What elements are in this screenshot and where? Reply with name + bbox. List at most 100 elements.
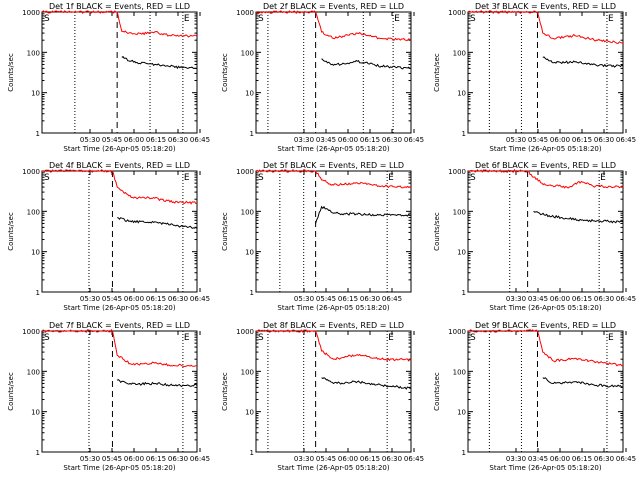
end-annotation: E xyxy=(608,333,614,343)
events-series-line xyxy=(315,205,411,224)
y-tick-label: 100 xyxy=(453,208,466,216)
x-tick-label: 06:45 xyxy=(616,136,636,144)
x-tick-label: 05:45 xyxy=(316,295,336,303)
y-tick-label: 100 xyxy=(27,208,40,216)
y-tick-label: 1 xyxy=(462,289,466,297)
y-tick-label: 1000 xyxy=(236,9,254,17)
chart-title: Det 3f BLACK = Events, RED = LLD xyxy=(475,2,616,11)
x-tick-label: 03:45 xyxy=(528,295,548,303)
x-tick-label: 06:45 xyxy=(404,455,424,463)
x-tick-label: 05:45 xyxy=(102,455,122,463)
y-tick-label: 100 xyxy=(453,49,466,57)
x-tick-label: 06:15 xyxy=(572,455,592,463)
y-tick-label: 100 xyxy=(241,208,254,216)
y-tick-label: 1000 xyxy=(236,328,254,336)
start-annotation: S xyxy=(470,14,476,24)
y-tick-label: 10 xyxy=(31,249,40,257)
y-axis-label: Counts/sec xyxy=(221,212,229,251)
chart-title: Det 5f BLACK = Events, RED = LLD xyxy=(263,161,404,170)
chart-title: Det 2f BLACK = Events, RED = LLD xyxy=(263,2,404,11)
y-axis-label: Counts/sec xyxy=(7,53,15,92)
end-annotation: E xyxy=(388,173,394,183)
events-series-line xyxy=(533,210,624,224)
lld-series-line xyxy=(467,168,624,189)
chart-title: Det 6f BLACK = Events, RED = LLD xyxy=(475,161,616,170)
y-axis-label: Counts/sec xyxy=(7,372,15,411)
y-tick-label: 100 xyxy=(241,49,254,57)
plot-frame xyxy=(467,170,624,293)
x-tick-label: 06:00 xyxy=(338,136,358,144)
x-tick-label: 05:45 xyxy=(316,455,336,463)
y-tick-label: 1 xyxy=(250,130,254,138)
end-annotation: E xyxy=(184,333,190,343)
y-tick-label: 1 xyxy=(462,449,466,457)
plot-frame xyxy=(41,11,198,134)
end-annotation: E xyxy=(184,14,190,24)
x-tick-label: 06:00 xyxy=(124,136,144,144)
x-axis-label: Start Time (26-Apr-05 05:18:20) xyxy=(277,145,389,153)
start-annotation: S xyxy=(470,173,476,183)
y-tick-label: 1 xyxy=(462,130,466,138)
x-tick-label: 06:00 xyxy=(124,295,144,303)
y-tick-label: 1 xyxy=(250,449,254,457)
y-tick-label: 1000 xyxy=(236,168,254,176)
y-tick-label: 1 xyxy=(36,289,40,297)
x-tick-label: 06:00 xyxy=(338,455,358,463)
x-tick-label: 03:30 xyxy=(506,455,526,463)
start-annotation: S xyxy=(470,333,476,343)
y-tick-label: 100 xyxy=(27,49,40,57)
x-axis-label: Start Time (26-Apr-05 05:18:20) xyxy=(489,145,601,153)
x-tick-label: 06:00 xyxy=(550,455,570,463)
x-tick-label: 03:30 xyxy=(294,136,314,144)
y-tick-label: 1 xyxy=(36,449,40,457)
x-tick-label: 06:45 xyxy=(190,455,210,463)
x-tick-label: 06:15 xyxy=(146,136,166,144)
x-tick-label: 05:30 xyxy=(80,136,100,144)
lld-series-line xyxy=(41,328,198,368)
lld-series-line xyxy=(467,329,624,367)
x-tick-label: 06:45 xyxy=(190,136,210,144)
y-axis-label: Counts/sec xyxy=(7,212,15,251)
chart-title: Det 7f BLACK = Events, RED = LLD xyxy=(49,321,190,330)
y-tick-label: 10 xyxy=(245,90,254,98)
y-tick-label: 10 xyxy=(245,409,254,417)
x-axis-label: Start Time (26-Apr-05 05:18:20) xyxy=(63,145,175,153)
x-axis-label: Start Time (26-Apr-05 05:18:20) xyxy=(489,304,601,312)
x-tick-label: 06:30 xyxy=(382,455,402,463)
x-tick-label: 06:00 xyxy=(550,136,570,144)
y-tick-label: 10 xyxy=(457,409,466,417)
y-tick-label: 1 xyxy=(36,130,40,138)
chart-panel: Det 9f BLACK = Events, RED = LLD 1 10 100 10… xyxy=(433,321,636,472)
end-annotation: E xyxy=(394,14,400,24)
x-tick-label: 06:15 xyxy=(146,455,166,463)
x-axis-label: Start Time (26-Apr-05 05:18:20) xyxy=(63,464,175,472)
plot-frame xyxy=(41,170,198,293)
x-tick-label: 05:30 xyxy=(80,295,100,303)
y-tick-label: 1000 xyxy=(448,9,466,17)
y-tick-label: 100 xyxy=(27,368,40,376)
y-axis-label: Counts/sec xyxy=(433,372,441,411)
x-tick-label: 06:15 xyxy=(572,295,592,303)
chart-title: Det 4f BLACK = Events, RED = LLD xyxy=(49,161,190,170)
y-tick-label: 10 xyxy=(31,409,40,417)
x-axis-label: Start Time (26-Apr-05 05:18:20) xyxy=(63,304,175,312)
y-tick-label: 1000 xyxy=(448,168,466,176)
y-tick-label: 10 xyxy=(245,249,254,257)
plot-frame xyxy=(41,330,198,453)
lld-series-line xyxy=(467,10,623,44)
chart-panel: Det 7f BLACK = Events, RED = LLD 1 10 100 10… xyxy=(7,321,210,472)
chart-panel: Det 4f BLACK = Events, RED = LLD 1 10 100 10… xyxy=(7,161,210,312)
lld-series-line xyxy=(255,10,412,41)
x-tick-label: 06:30 xyxy=(382,136,402,144)
y-tick-label: 1000 xyxy=(22,168,40,176)
x-tick-label: 05:45 xyxy=(102,295,122,303)
y-axis-label: Counts/sec xyxy=(433,212,441,251)
chart-panel: Det 1f BLACK = Events, RED = LLD 1 10 100 10… xyxy=(7,2,210,153)
chart-panel: Det 6f BLACK = Events, RED = LLD 1 10 100 10… xyxy=(433,161,636,312)
end-annotation: E xyxy=(600,173,606,183)
x-axis-label: Start Time (26-Apr-05 05:18:20) xyxy=(277,304,389,312)
plot-frame xyxy=(255,11,412,134)
x-tick-label: 06:15 xyxy=(146,295,166,303)
events-series-line xyxy=(542,56,624,68)
